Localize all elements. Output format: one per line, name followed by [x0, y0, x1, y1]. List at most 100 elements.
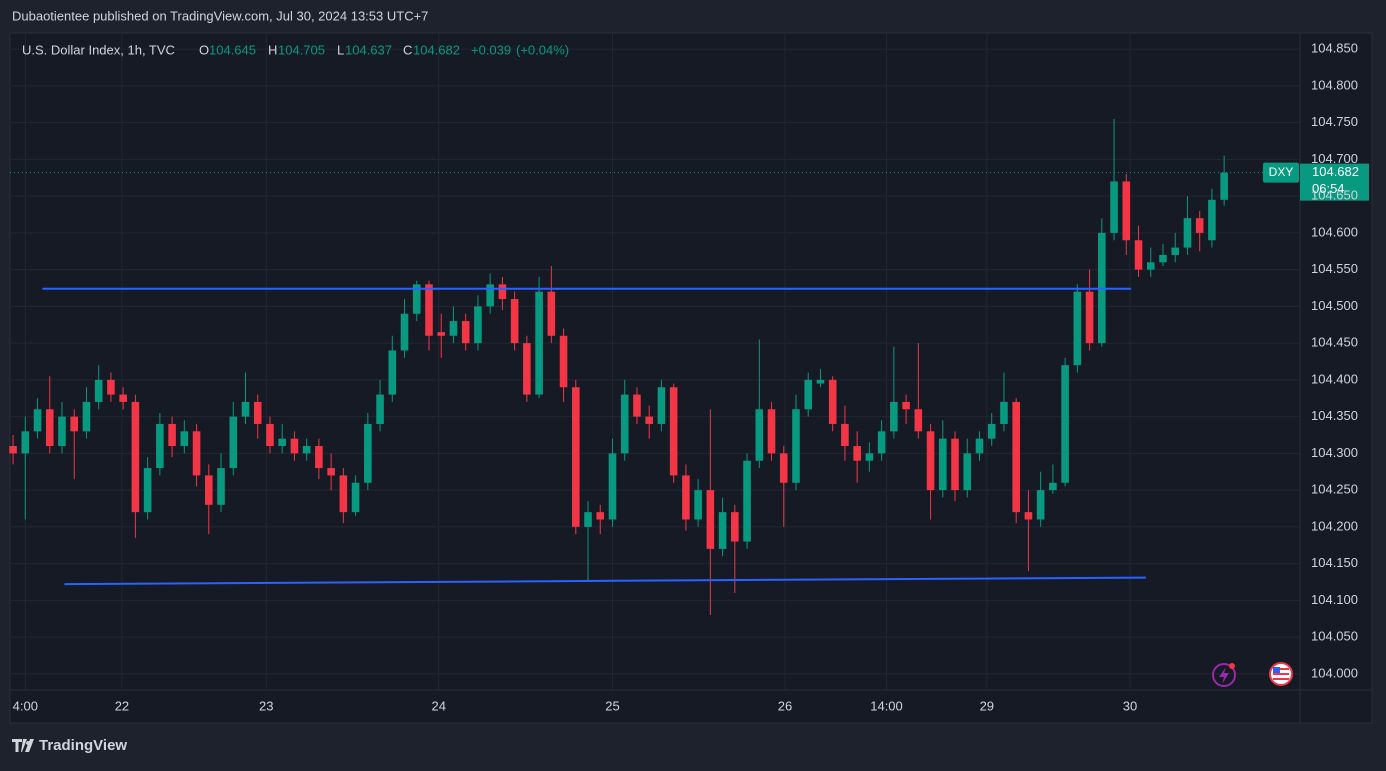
price-tag: DXY 104.682 06:54 [1263, 162, 1369, 201]
candle-body [559, 335, 568, 388]
candle-body [143, 468, 152, 513]
candle-body [1049, 482, 1057, 491]
candle-body [865, 453, 874, 461]
candle-body [1146, 262, 1155, 270]
candle-body [596, 512, 605, 520]
candle-body [633, 394, 641, 417]
candle-body [1134, 240, 1143, 270]
alert-icon[interactable] [1212, 663, 1236, 687]
trend-line [64, 576, 1146, 586]
candle-body [902, 401, 910, 410]
y-tick-label: 104.450 [1311, 335, 1358, 350]
y-tick-label: 104.100 [1311, 592, 1358, 607]
candle-body [33, 409, 42, 432]
candle-body [1012, 401, 1020, 513]
candle-body [890, 401, 898, 432]
icons[interactable] [1212, 662, 1293, 687]
logo-mark [12, 739, 34, 752]
y-tick-label: 104.750 [1311, 114, 1358, 129]
candle-body [302, 446, 311, 454]
candle-body [449, 321, 458, 336]
x-tick-label: 23 [259, 698, 273, 713]
ohlc-label: C [403, 42, 412, 57]
change: +0.039 [471, 42, 511, 57]
candle-body [694, 490, 702, 520]
y-tick-label: 104.400 [1311, 371, 1358, 386]
candle-body [987, 423, 996, 439]
candle-body [938, 438, 947, 491]
last-price: 104.682 [1312, 164, 1359, 179]
candle-body [180, 431, 189, 447]
byline: Dubaotientee published on TradingView.co… [12, 8, 428, 23]
candle-body [192, 431, 201, 476]
candle-body [168, 423, 176, 447]
x-tick-label: 26 [778, 698, 792, 713]
candle-body [339, 475, 348, 513]
candle-body [82, 401, 91, 432]
candle-body [828, 379, 837, 424]
y-tick-label: 104.550 [1311, 261, 1358, 276]
candle-body [1122, 181, 1131, 241]
candle-body [229, 416, 238, 469]
candle-body [119, 394, 127, 402]
candle-body [70, 416, 79, 432]
candle-body [1208, 199, 1216, 241]
ohlc-label: L [337, 42, 344, 57]
candle-body [290, 438, 299, 454]
y-tick-label: 104.350 [1311, 408, 1358, 423]
y-tick-label: 104.200 [1311, 518, 1358, 533]
candle-body [510, 299, 519, 344]
candle-body [914, 409, 923, 432]
candle-body [1110, 181, 1118, 233]
ohlc-value: 104.682 [413, 42, 460, 57]
candle-body [9, 446, 17, 454]
candle-body [94, 379, 103, 402]
stripe [1273, 673, 1289, 675]
candle-body [547, 291, 556, 336]
x-tick-label: 14:00 [870, 698, 903, 713]
candle-body [718, 512, 727, 549]
change-percent: (+0.04%) [516, 42, 569, 57]
candle-body [364, 423, 372, 483]
bolt [1219, 667, 1229, 684]
candle-body [1183, 218, 1192, 248]
ticker-box [1263, 162, 1299, 183]
y-tick-label: 104.800 [1311, 77, 1358, 92]
candle-body [669, 387, 678, 476]
x-tick-label: 29 [980, 698, 994, 713]
candle-body [1024, 512, 1033, 520]
price-box [1300, 163, 1369, 201]
candle-body [731, 512, 739, 542]
candle-body [816, 379, 825, 384]
x-tick-label: 24 [432, 698, 446, 713]
y-tick-label: 104.300 [1311, 445, 1358, 460]
candle-body [804, 379, 813, 410]
candle-body [45, 409, 54, 447]
candle-body [963, 453, 972, 491]
countdown: 06:54 [1312, 181, 1345, 196]
grid [10, 33, 1300, 690]
ohlc-label: H [268, 42, 277, 57]
candle-body [620, 394, 629, 454]
candle-body [608, 453, 617, 520]
candle-body [535, 291, 543, 395]
candle-body [131, 401, 140, 513]
candle-body [1159, 254, 1167, 263]
candle-body [584, 512, 592, 527]
stripe [1273, 668, 1289, 670]
candle-body [571, 387, 580, 527]
x-tick-label: 22 [115, 698, 129, 713]
candle-body [841, 423, 849, 447]
y-tick-label: 104.150 [1311, 555, 1358, 570]
candle-body [278, 438, 286, 447]
x-tick-label: 25 [605, 698, 619, 713]
candle-body [657, 387, 666, 424]
canton [1273, 667, 1280, 673]
ticker: DXY [1269, 165, 1294, 179]
candle-body [645, 416, 653, 424]
candle-body [682, 475, 690, 520]
y-tick-label: 104.600 [1311, 224, 1358, 239]
candle-body [877, 431, 886, 454]
ohlc-value: 104.705 [278, 42, 325, 57]
brand: TradingView [39, 737, 127, 754]
